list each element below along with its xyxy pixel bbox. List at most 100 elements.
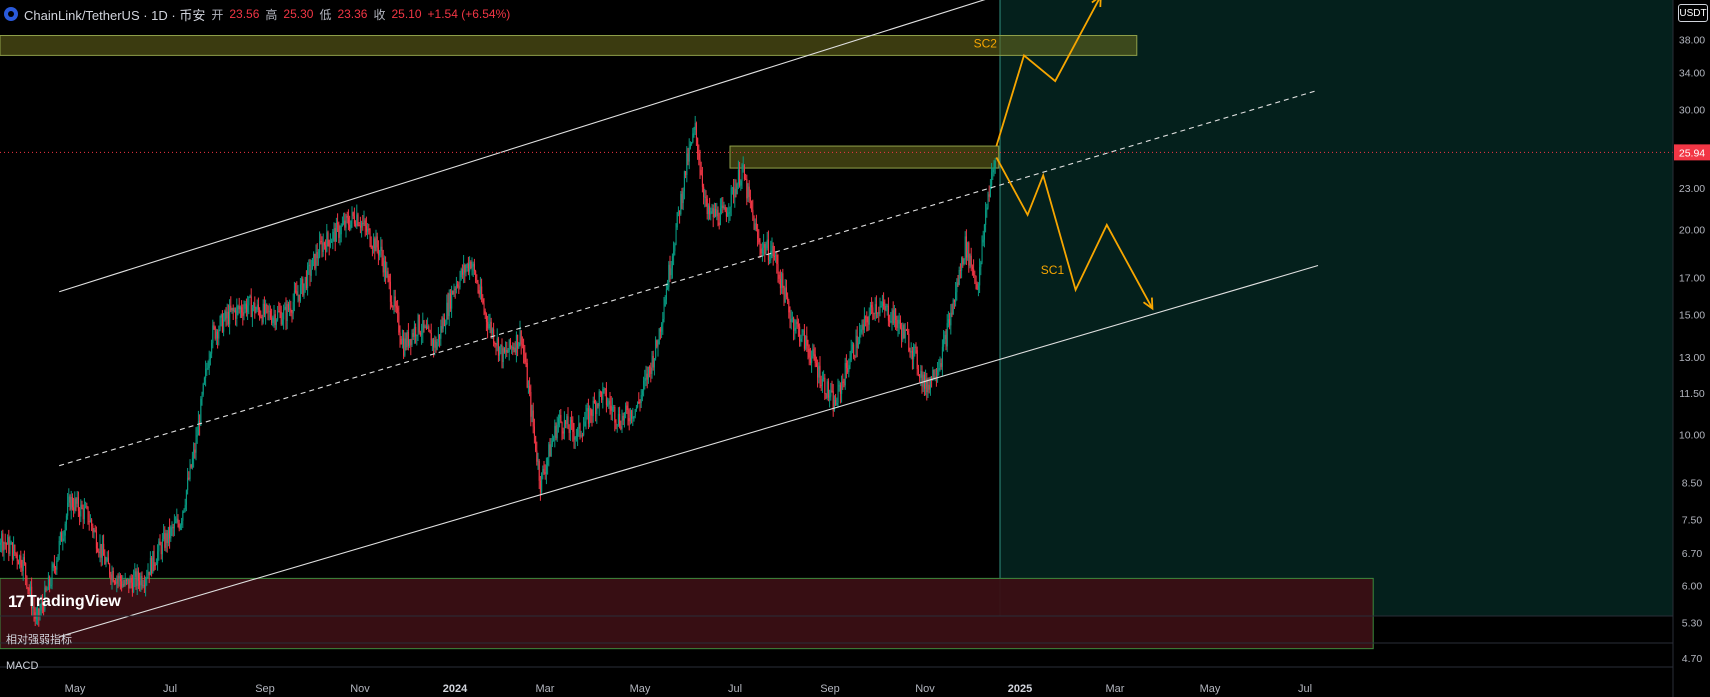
candle-body xyxy=(304,277,306,284)
channel-upper-line[interactable] xyxy=(59,0,1318,293)
candle-body xyxy=(687,153,689,162)
candle-body xyxy=(233,310,235,312)
time-tick-label: Mar xyxy=(1106,683,1125,695)
candle-body xyxy=(322,242,324,252)
channel-middle-line[interactable] xyxy=(59,89,1319,467)
candle-body xyxy=(365,226,367,232)
price-tick-label: 20.00 xyxy=(1679,224,1705,236)
candle-body xyxy=(375,236,377,252)
candle-body xyxy=(110,574,112,580)
candle-body xyxy=(87,506,89,522)
candle-body xyxy=(562,431,564,434)
candle-body xyxy=(403,338,405,356)
candle-body xyxy=(910,350,912,353)
candle-body xyxy=(490,321,492,334)
candle-body xyxy=(559,415,561,419)
candle-body xyxy=(971,266,973,270)
tradingview-watermark: 17 TradingView xyxy=(8,592,121,612)
candle-body xyxy=(241,307,243,313)
candle-body xyxy=(122,583,124,587)
candle-body xyxy=(719,208,721,225)
candle-body xyxy=(712,208,714,218)
candle-body xyxy=(143,585,145,587)
candle-body xyxy=(857,342,859,348)
candle-body xyxy=(207,368,209,370)
candle-body xyxy=(663,306,665,320)
candle-body xyxy=(153,551,155,565)
price-axis[interactable] xyxy=(1673,0,1710,697)
candle-body xyxy=(580,435,582,437)
channel-lower-line[interactable] xyxy=(59,264,1319,638)
candle-body xyxy=(855,335,857,357)
candle-body xyxy=(146,577,148,580)
candle-body xyxy=(116,578,118,584)
candle-body xyxy=(309,264,311,276)
candle-body xyxy=(739,169,741,186)
candle-body xyxy=(514,347,516,353)
candle-body xyxy=(587,408,589,424)
candle-body xyxy=(49,577,51,586)
candle-body xyxy=(43,605,45,611)
price-tick-label: 6.70 xyxy=(1682,548,1703,560)
zone-resistance-26[interactable] xyxy=(729,145,1000,169)
candle-body xyxy=(305,277,307,288)
candle-body xyxy=(895,308,897,320)
candle-body xyxy=(753,215,755,230)
candle-body xyxy=(401,338,403,345)
candle-body xyxy=(579,423,581,436)
candle-body xyxy=(875,304,877,314)
macd-pane-label[interactable]: MACD xyxy=(6,660,39,672)
candle-body xyxy=(255,309,257,314)
zone-resistance-38[interactable] xyxy=(0,35,1138,56)
candle-body xyxy=(284,306,286,310)
candle-body xyxy=(623,412,625,421)
candle-body xyxy=(95,531,97,549)
symbol-title[interactable]: ChainLink/TetherUS · 1D · 币安 xyxy=(24,7,206,23)
price-tick-label: 23.00 xyxy=(1679,183,1705,195)
zone-demand[interactable] xyxy=(0,577,1374,650)
candle-body xyxy=(429,330,431,333)
candle-body xyxy=(943,339,945,347)
candle-body xyxy=(379,250,381,256)
candle-body xyxy=(333,228,335,232)
candle-body xyxy=(208,358,210,369)
candle-body xyxy=(320,241,322,243)
scenario-path-sc1[interactable] xyxy=(995,156,1154,310)
candle-body xyxy=(421,333,423,335)
candle-body xyxy=(283,309,285,320)
close-value: 25.10 xyxy=(391,7,422,21)
candle-body xyxy=(435,340,437,350)
candle-body xyxy=(893,308,895,324)
open-label: 开 xyxy=(211,7,224,22)
candle-body xyxy=(434,340,436,348)
candle-body xyxy=(315,252,317,269)
candle-body xyxy=(785,287,787,297)
candle-body xyxy=(380,246,382,251)
rsi-pane-label[interactable]: 相对强弱指标 xyxy=(6,634,72,646)
candle-body xyxy=(424,326,426,328)
candle-body xyxy=(4,542,6,544)
candle-body xyxy=(835,399,837,405)
candle-body xyxy=(476,280,478,283)
candle-body xyxy=(355,223,357,227)
candle-body xyxy=(961,257,963,271)
currency-badge[interactable]: USDT xyxy=(1678,4,1708,22)
candle-body xyxy=(261,316,263,323)
candle-body xyxy=(327,232,329,241)
candle-body xyxy=(590,408,592,416)
candle-body xyxy=(453,288,455,295)
candle-body xyxy=(596,404,598,415)
candle-body xyxy=(218,329,220,339)
scenario-path-sc2[interactable] xyxy=(995,0,1100,147)
candle-body xyxy=(461,268,463,275)
candle-body xyxy=(845,362,847,369)
candle-body xyxy=(166,533,168,543)
candle-body xyxy=(341,223,343,226)
candle-body xyxy=(859,332,861,343)
candle-body xyxy=(14,544,16,554)
candle-body xyxy=(549,444,551,457)
candle-body xyxy=(334,228,336,242)
candle-body xyxy=(260,316,262,318)
candle-body xyxy=(219,317,221,330)
